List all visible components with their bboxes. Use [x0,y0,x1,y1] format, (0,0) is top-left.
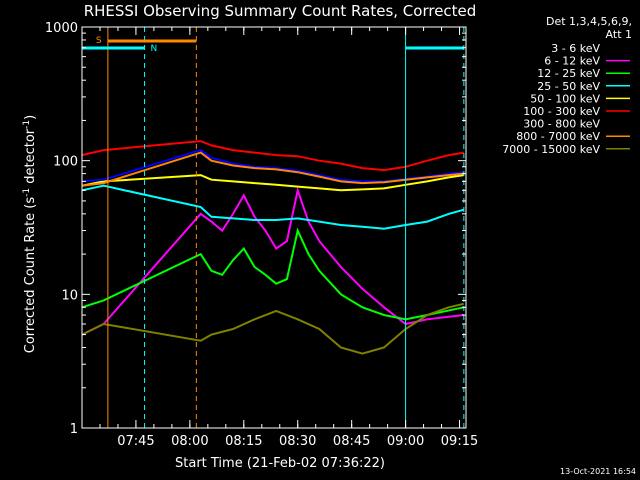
n-label: N [151,44,158,54]
legend-label: 3 - 6 keV [551,42,600,55]
x-tick-label: 07:45 [117,434,154,449]
legend-label: 50 - 100 keV [530,92,600,105]
x-tick-label: 08:30 [279,434,316,449]
legend-header-line2: Att 1 [606,28,632,41]
series-line-7000-15000-kev [81,302,465,355]
series-line-3-6-kev [81,305,464,414]
chart-title: RHESSI Observing Summary Count Rates, Co… [84,2,477,20]
series-line-50-100-kev [81,174,464,192]
legend-label: 800 - 7000 keV [516,130,600,143]
footer-date: 13-Oct-2021 16:54 [560,467,636,476]
x-tick-label: 08:15 [225,434,262,449]
series-line-100-300-kev [81,140,464,172]
x-tick-label: 09:15 [441,434,478,449]
legend-header-line1: Det 1,3,4,5,6,9, [546,15,632,28]
s-label: S [96,36,102,46]
y-tick-label: 1000 [45,21,78,36]
x-tick-label: 09:00 [387,434,424,449]
y-tick-label: 10 [61,288,78,303]
plot-frame [81,26,467,429]
legend-label: 12 - 25 keV [537,67,600,80]
legend-label: 25 - 50 keV [537,80,600,93]
x-axis-label: Start Time (21-Feb-02 07:36:22) [175,456,385,471]
legend-label: 7000 - 15000 keV [502,143,600,156]
series-line-25-50-kev [81,184,465,230]
y-tick-label: 100 [53,155,78,170]
series-line-800-7000-kev [81,151,464,187]
y-axis-label: Corrected Count Rate (s-1 detector-1) [22,115,38,353]
series-line-6-12-kev [81,186,464,336]
legend-label: 100 - 300 keV [523,105,600,118]
y-tick-label: 1 [70,422,78,437]
x-tick-label: 08:45 [333,434,370,449]
series-line-12-25-kev [81,227,465,321]
legend-label: 6 - 12 keV [544,55,600,68]
legend-label: 300 - 800 keV [523,118,600,131]
x-tick-label: 08:00 [171,434,208,449]
